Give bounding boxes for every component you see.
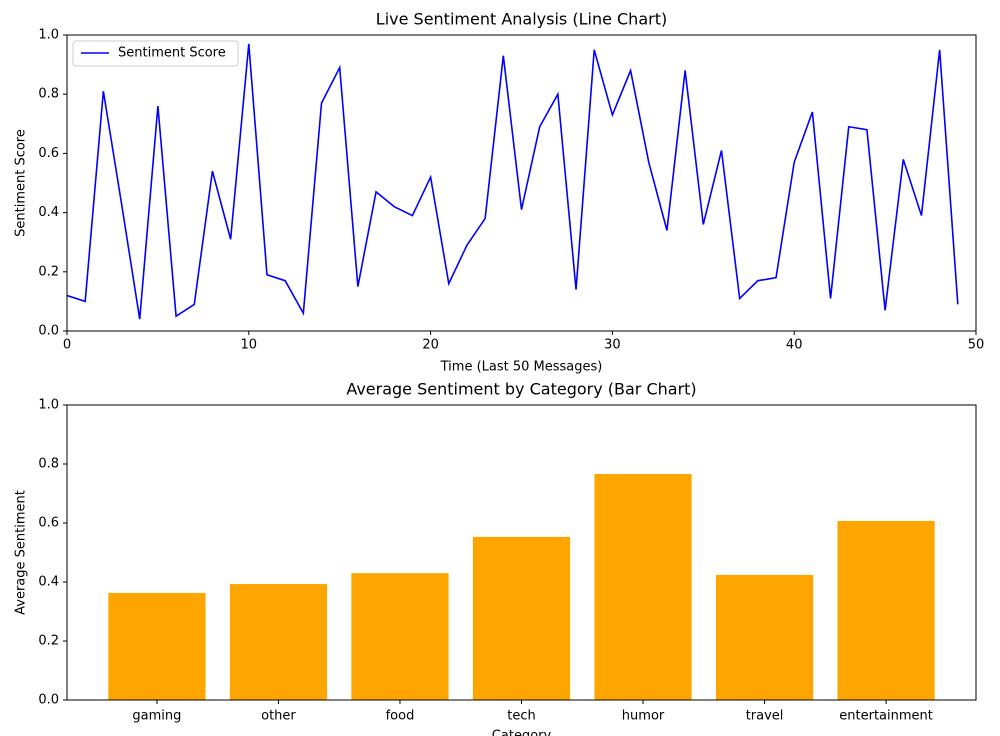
y-tick-label: 0.6: [38, 516, 59, 531]
y-tick-label: 0.0: [38, 324, 59, 339]
bar: [229, 584, 328, 700]
axes-frame: [66, 34, 977, 332]
x-tick-label: 20: [422, 338, 439, 353]
bar: [594, 474, 692, 700]
y-tick-label: 0.8: [38, 87, 59, 102]
y-tick-label: 0.4: [38, 205, 59, 220]
bar: [351, 573, 449, 700]
x-tick-label: travel: [746, 709, 784, 724]
legend-box: [72, 40, 239, 67]
x-tick-label: 40: [786, 338, 803, 353]
y-tick-label: 0.6: [38, 146, 59, 161]
x-tick-label: other: [261, 709, 296, 724]
x-tick-label: tech: [507, 709, 535, 724]
chart-title: Average Sentiment by Category (Bar Chart…: [346, 380, 696, 399]
x-tick-label: 10: [241, 338, 258, 353]
y-tick-label: 0.4: [38, 575, 59, 590]
y-tick-label: 1.0: [38, 28, 59, 43]
y-tick-label: 0.2: [38, 264, 59, 279]
x-tick-label: gaming: [132, 709, 181, 724]
y-tick-label: 0.0: [38, 693, 59, 708]
bar: [715, 574, 814, 700]
y-axis-label: Sentiment Score: [14, 129, 29, 237]
bar: [108, 592, 206, 700]
line-series: [66, 43, 959, 320]
y-tick-label: 1.0: [38, 398, 59, 413]
y-tick-label: 0.8: [38, 457, 59, 472]
x-axis-label: Time (Last 50 Messages): [440, 360, 603, 375]
y-axis-label: Average Sentiment: [14, 490, 29, 615]
x-axis-label: Category: [492, 729, 552, 736]
y-tick-label: 0.2: [38, 634, 59, 649]
axes-frame: [66, 404, 977, 701]
x-tick-label: humor: [622, 709, 665, 724]
x-tick-label: food: [386, 709, 415, 724]
chart-title: Live Sentiment Analysis (Line Chart): [376, 10, 667, 29]
x-tick-label: 50: [968, 338, 985, 353]
x-tick-label: entertainment: [839, 709, 933, 724]
x-tick-label: 0: [63, 338, 71, 353]
x-tick-label: 30: [604, 338, 621, 353]
legend-label: Sentiment Score: [118, 46, 226, 61]
bar: [472, 536, 571, 700]
bar: [837, 520, 935, 700]
